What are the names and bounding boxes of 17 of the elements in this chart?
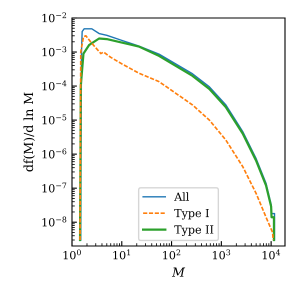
x-tick-label: 10$^{2}$ [163,249,180,260]
y-tick-label: 10$^{−6}$ [42,148,66,158]
legend-label: Type I [174,208,209,220]
y-tick-label: 10$^{−4}$ [42,80,66,90]
x-tick-label: 10$^{1}$ [113,249,130,260]
y-axis-title: df(M)/d ln M [23,92,35,172]
legend-label: All [174,192,190,201]
legend-label: Type II [174,225,214,236]
x-tick-label: 10$^{4}$ [262,249,280,260]
x-tick-label: 10$^{0}$ [64,249,81,260]
y-tick-label: 10$^{−2}$ [42,12,66,22]
y-tick-label: 10$^{−7}$ [42,182,66,192]
y-tick-label: 10$^{−8}$ [42,216,66,227]
x-tick-label: 10$^{3}$ [212,249,230,260]
y-tick-label: 10$^{−5}$ [42,114,66,124]
y-tick-label: 10$^{−3}$ [42,46,66,56]
x-axis-title: M [172,268,186,277]
